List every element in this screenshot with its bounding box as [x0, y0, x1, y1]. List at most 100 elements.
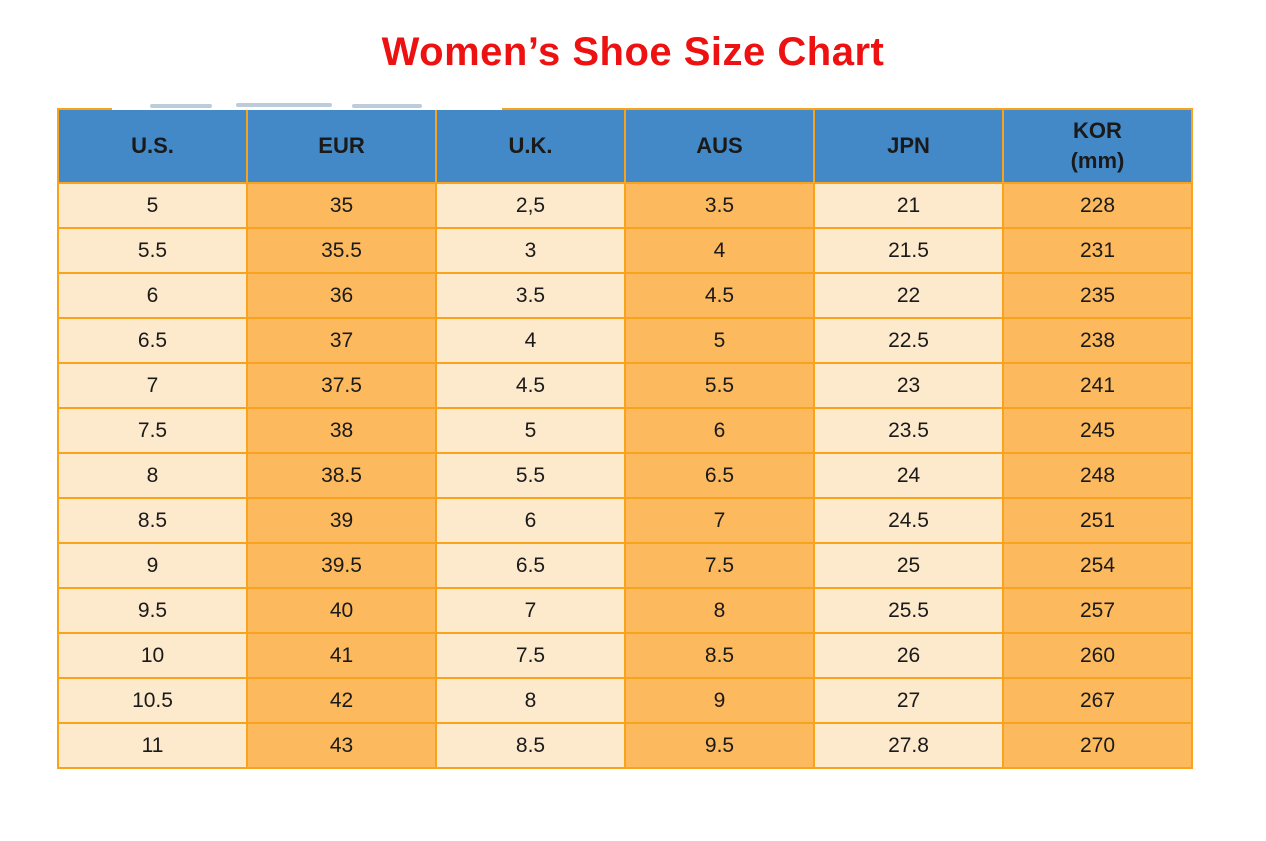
- cell-kor: 267: [1002, 677, 1193, 724]
- cell-uk: 7.5: [435, 632, 626, 679]
- cell-jpn: 21: [813, 182, 1004, 229]
- table-row: 10 41 7.5 8.5 26 260: [57, 632, 1193, 679]
- col-header-eur: EUR: [246, 108, 437, 184]
- table-row: 11 43 8.5 9.5 27.8 270: [57, 722, 1193, 769]
- cell-us: 10: [57, 632, 248, 679]
- table-body: 5 35 2,5 3.5 21 228 5.5 35.5 3 4 21.5 231 6 36 3.5 4.5 2…: [57, 182, 1193, 769]
- col-header-kor: KOR (mm): [1002, 108, 1193, 184]
- table-row: 7.5 38 5 6 23.5 245: [57, 407, 1193, 454]
- cell-kor: 251: [1002, 497, 1193, 544]
- table-row: 8 38.5 5.5 6.5 24 248: [57, 452, 1193, 499]
- cell-uk: 3: [435, 227, 626, 274]
- cell-aus: 8.5: [624, 632, 815, 679]
- cell-us: 5: [57, 182, 248, 229]
- cell-eur: 38.5: [246, 452, 437, 499]
- cell-eur: 35: [246, 182, 437, 229]
- cell-us: 11: [57, 722, 248, 769]
- cell-jpn: 25.5: [813, 587, 1004, 634]
- cell-uk: 3.5: [435, 272, 626, 319]
- cell-uk: 6.5: [435, 542, 626, 589]
- cell-aus: 9: [624, 677, 815, 724]
- white-artifact: [112, 99, 502, 110]
- cell-kor: 254: [1002, 542, 1193, 589]
- cell-uk: 5: [435, 407, 626, 454]
- white-artifact: [888, 98, 936, 108]
- cell-eur: 35.5: [246, 227, 437, 274]
- col-header-aus: AUS: [624, 108, 815, 184]
- table-header: U.S. EUR U.K. AUS JPN KOR (mm): [57, 108, 1193, 184]
- cell-us: 5.5: [57, 227, 248, 274]
- cell-eur: 37: [246, 317, 437, 364]
- cell-eur: 41: [246, 632, 437, 679]
- cell-kor: 245: [1002, 407, 1193, 454]
- cell-jpn: 21.5: [813, 227, 1004, 274]
- table-row: 6 36 3.5 4.5 22 235: [57, 272, 1193, 319]
- cell-kor: 228: [1002, 182, 1193, 229]
- col-header-label: AUS: [696, 133, 743, 159]
- col-header-jpn: JPN: [813, 108, 1004, 184]
- table-row: 5.5 35.5 3 4 21.5 231: [57, 227, 1193, 274]
- size-table: U.S. EUR U.K. AUS JPN KOR (mm) 5 35 2,5 3.5 21 228 5…: [57, 108, 1193, 769]
- cell-uk: 4.5: [435, 362, 626, 409]
- cell-aus: 6: [624, 407, 815, 454]
- col-header-label: U.S.: [131, 133, 174, 159]
- cell-jpn: 26: [813, 632, 1004, 679]
- cell-jpn: 27: [813, 677, 1004, 724]
- cell-jpn: 22: [813, 272, 1004, 319]
- col-header-label: KOR: [1073, 118, 1122, 144]
- cell-kor: 235: [1002, 272, 1193, 319]
- cell-jpn: 24.5: [813, 497, 1004, 544]
- cell-aus: 7.5: [624, 542, 815, 589]
- col-header-label: U.K.: [508, 133, 553, 159]
- cell-jpn: 23: [813, 362, 1004, 409]
- header-row: U.S. EUR U.K. AUS JPN KOR (mm): [57, 108, 1193, 184]
- cell-jpn: 24: [813, 452, 1004, 499]
- col-header-label: JPN: [887, 133, 930, 159]
- cell-aus: 3.5: [624, 182, 815, 229]
- cell-kor: 260: [1002, 632, 1193, 679]
- cell-kor: 248: [1002, 452, 1193, 499]
- cell-uk: 8.5: [435, 722, 626, 769]
- cell-eur: 43: [246, 722, 437, 769]
- cell-us: 7.5: [57, 407, 248, 454]
- cell-jpn: 23.5: [813, 407, 1004, 454]
- cell-aus: 8: [624, 587, 815, 634]
- table-row: 9.5 40 7 8 25.5 257: [57, 587, 1193, 634]
- cell-uk: 7: [435, 587, 626, 634]
- cell-kor: 231: [1002, 227, 1193, 274]
- page-title: Women’s Shoe Size Chart: [381, 30, 885, 74]
- smudge-artifact: [236, 103, 332, 107]
- cell-kor: 238: [1002, 317, 1193, 364]
- col-header-label: EUR: [318, 133, 365, 159]
- table-row: 9 39.5 6.5 7.5 25 254: [57, 542, 1193, 589]
- smudge-artifact: [150, 104, 212, 108]
- cell-us: 8.5: [57, 497, 248, 544]
- cell-eur: 40: [246, 587, 437, 634]
- cell-uk: 4: [435, 317, 626, 364]
- table-row: 5 35 2,5 3.5 21 228: [57, 182, 1193, 229]
- col-header-sublabel: (mm): [1070, 148, 1125, 173]
- cell-us: 9: [57, 542, 248, 589]
- cell-jpn: 25: [813, 542, 1004, 589]
- cell-jpn: 22.5: [813, 317, 1004, 364]
- smudge-artifact: [352, 104, 422, 108]
- cell-us: 6: [57, 272, 248, 319]
- cell-eur: 39: [246, 497, 437, 544]
- cell-eur: 38: [246, 407, 437, 454]
- cell-uk: 2,5: [435, 182, 626, 229]
- cell-kor: 241: [1002, 362, 1193, 409]
- table-row: 10.5 42 8 9 27 267: [57, 677, 1193, 724]
- cell-eur: 37.5: [246, 362, 437, 409]
- cell-uk: 8: [435, 677, 626, 724]
- cell-eur: 42: [246, 677, 437, 724]
- cell-jpn: 27.8: [813, 722, 1004, 769]
- col-header-uk: U.K.: [435, 108, 626, 184]
- cell-aus: 5.5: [624, 362, 815, 409]
- cell-us: 8: [57, 452, 248, 499]
- cell-aus: 9.5: [624, 722, 815, 769]
- cell-aus: 6.5: [624, 452, 815, 499]
- cell-us: 7: [57, 362, 248, 409]
- cell-us: 10.5: [57, 677, 248, 724]
- cell-kor: 270: [1002, 722, 1193, 769]
- cell-us: 9.5: [57, 587, 248, 634]
